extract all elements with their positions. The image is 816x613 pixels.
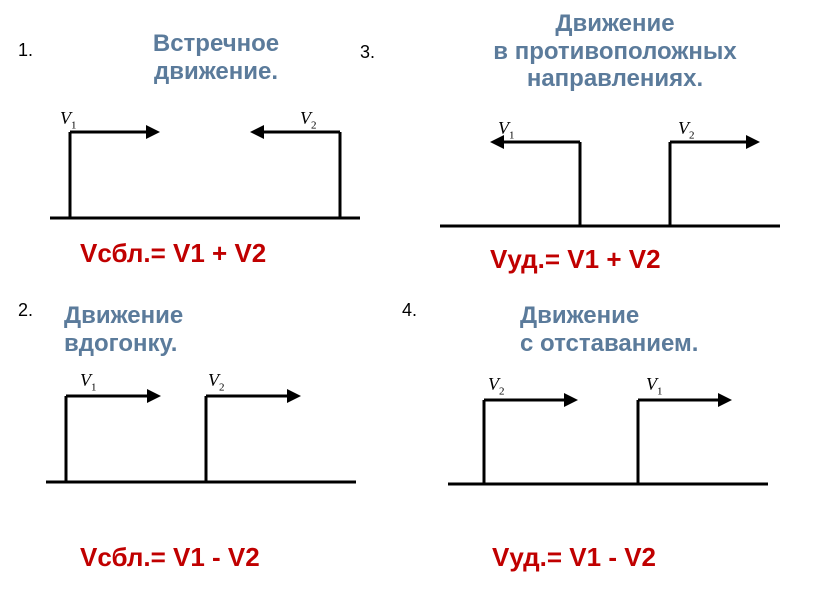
- formula: Vсбл.= V1 - V2: [80, 542, 260, 573]
- panel-title: Встречное движение.: [106, 30, 326, 85]
- motion-diagram: [46, 394, 356, 484]
- motion-diagram: [50, 130, 360, 220]
- velocity-label-2: V2: [300, 108, 317, 132]
- motion-diagram: [440, 140, 780, 228]
- panel-title: Движение в противоположных направлениях.: [440, 10, 790, 93]
- panel-title: Движение с отставанием.: [520, 302, 780, 357]
- formula: Vуд.= V1 + V2: [490, 244, 661, 275]
- motion-diagram: [448, 398, 768, 486]
- velocity-label-1: V1: [60, 108, 77, 132]
- velocity-label-1: V1: [498, 118, 515, 142]
- velocity-label-2: V2: [208, 370, 225, 394]
- panel-title: Движение вдогонку.: [64, 302, 264, 357]
- velocity-label-2: V2: [678, 118, 695, 142]
- panel-number: 1.: [18, 40, 33, 61]
- formula: Vуд.= V1 - V2: [492, 542, 656, 573]
- panel-number: 2.: [18, 300, 33, 321]
- panel-number: 4.: [402, 300, 417, 321]
- velocity-label-2: V1: [646, 374, 663, 398]
- velocity-label-1: V1: [80, 370, 97, 394]
- panel-number: 3.: [360, 42, 375, 63]
- velocity-label-1: V2: [488, 374, 505, 398]
- formula: Vсбл.= V1 + V2: [80, 238, 266, 269]
